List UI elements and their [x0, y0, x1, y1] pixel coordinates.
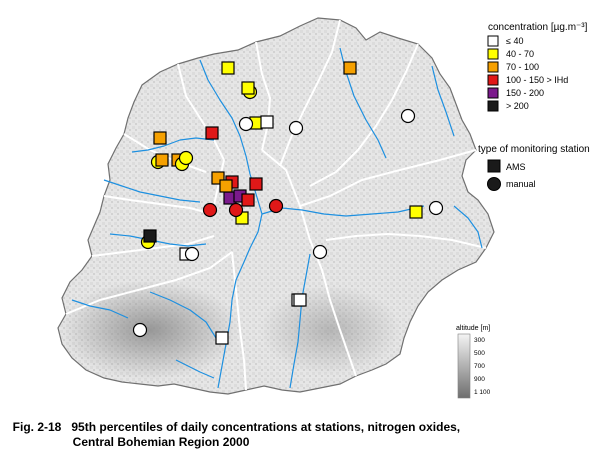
- ams-station-marker[interactable]: [241, 193, 255, 207]
- altitude-color-ramp: [457, 333, 471, 399]
- concentration-class-label: 70 - 100: [506, 62, 539, 72]
- concentration-swatch: [487, 48, 499, 60]
- concentration-class-label: 40 - 70: [506, 49, 534, 59]
- manual-station-marker[interactable]: [132, 322, 148, 338]
- concentration-swatch: [487, 100, 499, 112]
- altitude-tick-label: 900: [474, 376, 485, 383]
- altitude-tick-label: 300: [474, 337, 485, 344]
- ams-station-marker[interactable]: [293, 293, 307, 307]
- ams-station-marker[interactable]: [249, 177, 263, 191]
- manual-station-marker[interactable]: [400, 108, 416, 124]
- altitude-tick-label: 500: [474, 350, 485, 357]
- altitude-legend-title: altitude [m]: [456, 325, 490, 332]
- manual-station-marker[interactable]: [184, 246, 200, 262]
- concentration-class-label: 100 - 150 > IHd: [506, 75, 568, 85]
- manual-station-marker[interactable]: [228, 202, 244, 218]
- relief-shading-south: [60, 280, 240, 380]
- ams-station-marker[interactable]: [409, 205, 423, 219]
- caption-line-1: 95th percentiles of daily concentrations…: [71, 420, 461, 434]
- ams-station-marker[interactable]: [241, 81, 255, 95]
- concentration-swatch: [487, 74, 499, 86]
- ams-station-marker[interactable]: [343, 61, 357, 75]
- rivers: [71, 47, 483, 389]
- concentration-swatch: [487, 35, 499, 47]
- ams-station-marker[interactable]: [205, 126, 219, 140]
- altitude-legend: altitude [m] 300 500 700 900 1 100: [456, 325, 491, 399]
- caption-line-2: Central Bohemian Region 2000: [72, 435, 250, 449]
- concentration-legend-title: concentration [µg.m⁻³]: [488, 22, 588, 33]
- manual-station-marker[interactable]: [288, 120, 304, 136]
- manual-station-marker[interactable]: [312, 244, 328, 260]
- district-boundaries: [65, 19, 487, 391]
- concentration-class-label: 150 - 200: [506, 88, 544, 98]
- concentration-swatch: [487, 61, 499, 73]
- ams-station-marker[interactable]: [143, 229, 157, 243]
- ams-station-marker[interactable]: [215, 331, 229, 345]
- station-type-legend: type of monitoring station AMS manual: [478, 144, 590, 191]
- station-markers: [132, 61, 444, 345]
- figure-number: Fig. 2-18: [12, 420, 62, 434]
- figure-caption: Fig. 2-18 95th percentiles of daily conc…: [6, 408, 460, 434]
- ams-station-marker[interactable]: [221, 61, 235, 75]
- concentration-swatch: [487, 87, 499, 99]
- concentration-legend: concentration [µg.m⁻³] ≤ 40 40 - 70 70 - 1…: [487, 22, 588, 112]
- relief-shading-southeast: [260, 285, 400, 375]
- ams-station-marker[interactable]: [219, 179, 233, 193]
- altitude-tick-label: 1 100: [474, 389, 491, 396]
- ams-legend-symbol: [487, 159, 501, 173]
- manual-station-marker[interactable]: [178, 150, 194, 166]
- manual-station-marker[interactable]: [268, 198, 284, 214]
- ams-legend-label: AMS: [506, 162, 526, 172]
- concentration-class-label: > 200: [506, 101, 529, 111]
- ams-station-marker[interactable]: [155, 153, 169, 167]
- manual-station-marker[interactable]: [238, 116, 254, 132]
- manual-station-marker[interactable]: [202, 202, 218, 218]
- altitude-tick-label: 700: [474, 363, 485, 370]
- ams-station-marker[interactable]: [260, 115, 274, 129]
- ams-station-marker[interactable]: [153, 131, 167, 145]
- manual-station-marker[interactable]: [428, 200, 444, 216]
- manual-legend-label: manual: [506, 179, 536, 189]
- figure-caption-2: Central Bohemian Region 2000: [66, 423, 250, 449]
- manual-legend-symbol: [487, 177, 501, 191]
- station-type-legend-title: type of monitoring station: [478, 144, 590, 155]
- concentration-class-label: ≤ 40: [506, 36, 523, 46]
